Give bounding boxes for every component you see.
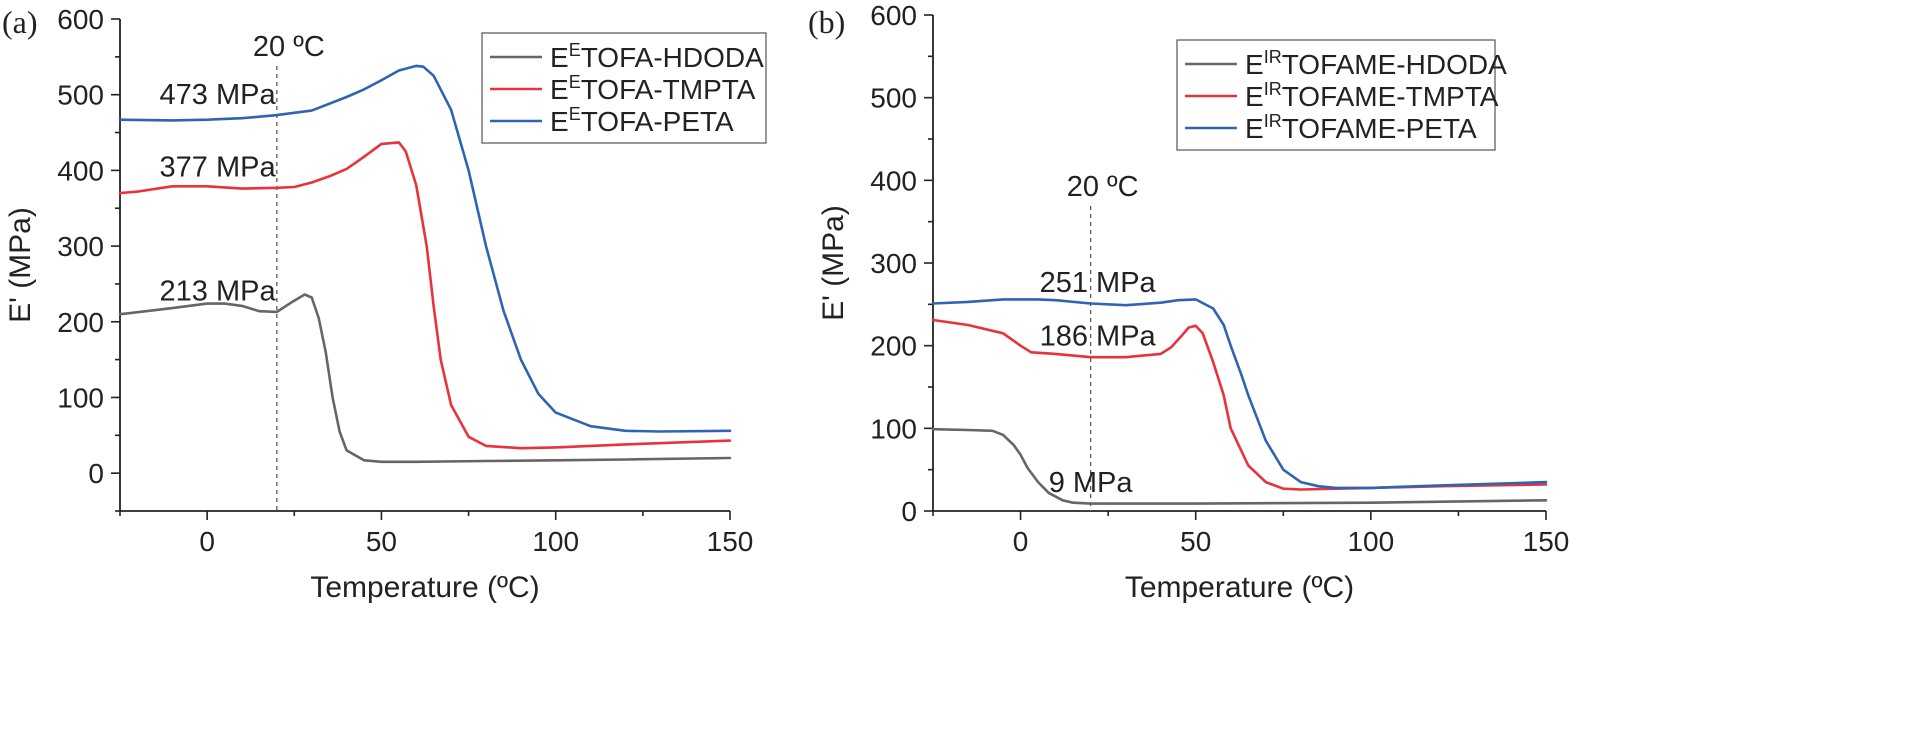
x-tick-label: 150 bbox=[707, 526, 754, 557]
x-tick-label: 0 bbox=[199, 526, 215, 557]
y-tick-label: 400 bbox=[870, 165, 917, 196]
data-annotation: 251 MPa bbox=[1040, 267, 1157, 299]
y-tick-label: 300 bbox=[870, 248, 917, 279]
data-annotation: 9 MPa bbox=[1049, 467, 1134, 499]
y-tick-label: 300 bbox=[57, 231, 104, 262]
y-tick-label: 600 bbox=[57, 4, 104, 35]
legend-entry: EETOFA-PETA bbox=[550, 104, 734, 137]
series-line-tofa-peta bbox=[118, 64, 732, 433]
legend-entry: EIRTOFAME-HDODA bbox=[1245, 47, 1507, 80]
x-tick-label: 50 bbox=[1180, 526, 1211, 557]
data-annotation: 473 MPa bbox=[160, 79, 277, 111]
x-axis-title: Temperature (ºC) bbox=[1125, 571, 1354, 604]
data-annotation: 186 MPa bbox=[1040, 321, 1157, 353]
legend-entry: EETOFA-TMPTA bbox=[550, 72, 756, 105]
series-line-tofame-peta bbox=[931, 298, 1548, 490]
y-axis-title: E' (MPa) bbox=[4, 207, 37, 323]
reference-line-label: 20 ºC bbox=[253, 31, 325, 63]
series-line-tofa-tmpta bbox=[118, 141, 732, 450]
y-tick-label: 500 bbox=[870, 83, 917, 114]
x-axis-title: Temperature (ºC) bbox=[310, 571, 539, 604]
x-tick-label: 0 bbox=[1013, 526, 1029, 557]
y-tick-label: 200 bbox=[57, 307, 104, 338]
x-tick-label: 100 bbox=[532, 526, 579, 557]
series-line-tofame-tmpta bbox=[931, 318, 1548, 491]
panel-label: (b) bbox=[808, 4, 845, 40]
data-annotation: 213 MPa bbox=[160, 276, 277, 308]
legend: EIRTOFAME-HDODAEIRTOFAME-TMPTAEIRTOFAME-… bbox=[1176, 39, 1507, 151]
y-tick-label: 400 bbox=[57, 155, 104, 186]
y-axis-title: E' (MPa) bbox=[817, 205, 850, 321]
chart-panel-a: (a) 0 100 200 300 400 500 600 0 50 100 150 Temperatu… bbox=[2, 4, 767, 604]
y-tick-label: 500 bbox=[57, 80, 104, 111]
panel-label: (a) bbox=[2, 4, 38, 40]
legend-entry: EIRTOFAME-TMPTA bbox=[1245, 79, 1499, 112]
reference-line-label: 20 ºC bbox=[1067, 171, 1139, 203]
series-line-tofa-hdoda bbox=[118, 293, 732, 464]
y-tick-label: 100 bbox=[870, 413, 917, 444]
legend-entry: EIRTOFAME-PETA bbox=[1245, 111, 1477, 144]
y-tick-label: 0 bbox=[901, 496, 917, 527]
chart-panel-b: (b) 0 100 200 300 400 500 600 0 50 100 150 Temperatu… bbox=[808, 0, 1569, 604]
y-tick-label: 0 bbox=[88, 458, 104, 489]
y-tick-label: 100 bbox=[57, 382, 104, 413]
legend-entry: EETOFA-HDODA bbox=[550, 40, 764, 73]
y-tick-label: 200 bbox=[870, 331, 917, 362]
x-tick-label: 50 bbox=[366, 526, 397, 557]
x-tick-label: 100 bbox=[1347, 526, 1394, 557]
x-tick-label: 150 bbox=[1523, 526, 1570, 557]
data-annotation: 377 MPa bbox=[160, 151, 277, 183]
series-line-tofame-hdoda bbox=[931, 427, 1548, 505]
y-tick-label: 600 bbox=[870, 0, 917, 31]
